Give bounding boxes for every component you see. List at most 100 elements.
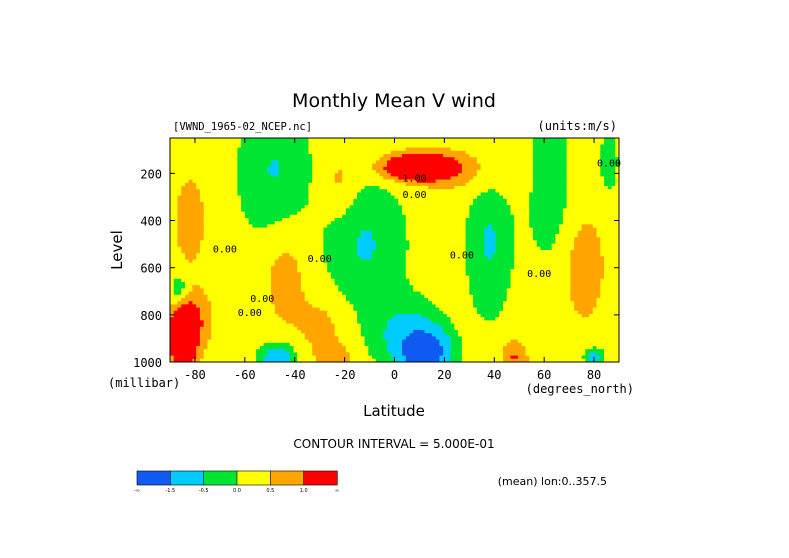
contour-cell [394,138,399,142]
contour-cell [581,234,586,238]
contour-cell [592,182,598,187]
contour-cell [263,246,268,251]
contour-cell [503,237,508,241]
contour-cell [312,154,317,158]
contour-cell [342,186,347,190]
contour-cell [375,160,381,165]
contour-cell [285,202,291,206]
contour-cell [446,138,452,142]
contour-cell [214,186,220,190]
contour-cell [315,253,321,257]
contour-cell [484,266,489,270]
contour-cell [323,150,328,155]
contour-cell [544,173,549,177]
contour-cell [214,173,220,177]
contour-cell [562,208,568,213]
contour-cell [364,269,369,273]
contour-cell [199,202,205,206]
contour-cell [211,259,216,264]
contour-cell [544,214,549,219]
contour-cell [173,208,178,213]
contour-cell [368,192,373,197]
contour-cell [540,182,545,187]
contour-cell [274,195,280,200]
contour-cell [199,154,205,158]
contour-cell [611,141,616,145]
contour-cell [510,166,515,171]
contour-cell [259,237,265,241]
contour-cell [229,246,235,251]
contour-cell [312,246,317,251]
contour-cell [443,262,448,267]
contour-cell [559,160,564,165]
contour-cell [252,138,257,142]
contour-cell [308,266,313,270]
contour-cell [357,138,362,142]
contour-cell [450,256,455,261]
contour-cell [342,147,347,152]
contour-cell [525,179,530,184]
contour-cell [345,208,351,213]
contour-cell [289,262,294,267]
contour-cell [334,189,339,193]
contour-cell [199,266,205,270]
contour-cell [551,208,556,213]
contour-cell [491,202,497,206]
contour-cell [252,214,257,219]
contour-cell [379,176,384,181]
contour-cell [566,240,571,245]
contour-cell [244,195,250,200]
contour-cell [188,166,193,171]
contour-cell [525,176,530,181]
contour-cell [443,179,448,184]
contour-cell [349,202,354,206]
contour-cell [424,208,429,213]
contour-cell [469,208,474,213]
contour-cell [458,253,463,257]
contour-cell [532,250,538,254]
contour-cell [424,176,429,181]
contour-cell [443,224,448,229]
contour-cell [218,198,223,203]
contour-cell [547,186,553,190]
contour-cell [390,179,395,184]
contour-cell [252,262,257,267]
contour-cell [278,211,283,216]
contour-cell [529,195,534,200]
contour-cell [300,253,306,257]
contour-cell [312,202,317,206]
contour-cell [589,211,594,216]
contour-cell [476,141,482,145]
contour-cell [372,179,377,184]
contour-cell [428,157,433,161]
contour-cell [263,182,268,187]
contour-cell [184,147,190,152]
contour-cell [521,150,526,155]
contour-cell [345,202,351,206]
contour-cell [615,202,620,206]
contour-cell [334,160,339,165]
contour-cell [521,211,526,216]
contour-cell [383,141,388,145]
contour-cell [267,166,272,171]
contour-cell [574,166,579,171]
contour-cell [304,243,309,248]
contour-cell [372,163,377,168]
contour-cell [368,230,373,235]
contour-cell [431,243,437,248]
contour-cell [555,243,560,248]
contour-cell [529,205,534,209]
contour-cell [170,259,175,264]
contour-cell [510,150,515,155]
contour-cell [211,154,216,158]
contour-cell [514,163,519,168]
contour-cell [226,262,231,267]
contour-cell [398,218,403,222]
contour-cell [461,221,467,225]
contour-cell [443,160,448,165]
contour-cell [229,269,235,273]
contour-cell [394,166,399,171]
contour-cell [469,266,474,270]
contour-cell [570,266,575,270]
contour-cell [555,205,560,209]
